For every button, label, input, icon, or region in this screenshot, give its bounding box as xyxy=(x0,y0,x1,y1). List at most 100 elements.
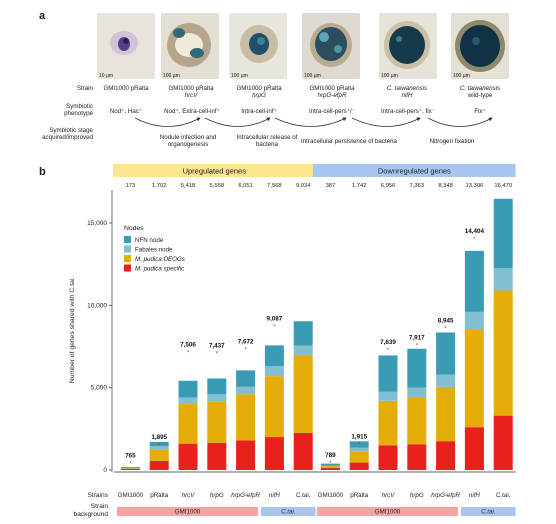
strain-background-label: GMI1000 xyxy=(375,509,401,516)
scale-bar-label: 100 µm xyxy=(381,73,398,79)
strain-name: GMI1000 pRalta hrpG-efpR xyxy=(309,85,355,99)
stage-label: Intracellular release of bacteria xyxy=(236,134,298,148)
x-tick-label: hrpG-efpR xyxy=(231,492,260,499)
strain-background-label: C.tai. xyxy=(481,509,495,516)
x-tick-label: GMI1000 xyxy=(118,492,144,499)
total-label: 173 xyxy=(126,183,136,189)
x-tick-label: GMI1000 xyxy=(318,492,344,499)
significance-asterisk: * xyxy=(329,461,332,467)
strain-name: GMI1000 pRalta hrpG xyxy=(236,85,282,99)
shared-value-label: 765 xyxy=(125,452,136,459)
x-tick-label: C.tai. xyxy=(296,492,311,499)
group-header-label: Upregulated genes xyxy=(183,167,247,176)
shared-value-label: 9,087 xyxy=(267,315,283,322)
legend-label: Fabales node xyxy=(135,247,173,254)
legend-swatch xyxy=(124,245,131,253)
bar-segment xyxy=(264,437,284,470)
stage-arrows xyxy=(134,117,493,127)
strain-name: C. taiwanensis nifH xyxy=(386,85,428,99)
scale-bar-label: 10 µm xyxy=(99,73,113,79)
legend-label: NFN node xyxy=(135,237,164,244)
panel-a-letter: a xyxy=(39,10,46,22)
x-tick-label: hrcV xyxy=(182,492,196,499)
bar-segment xyxy=(178,397,198,405)
y-tick-label: 10,000 xyxy=(87,302,107,309)
significance-asterisk: * xyxy=(473,237,476,243)
bar-segment xyxy=(493,415,513,470)
phenotype-label: Nod⁺, Extra-cell-inf⁺ xyxy=(164,108,220,115)
legend-label: M. pudica specific xyxy=(135,266,185,273)
bar-segment xyxy=(236,440,256,470)
bar-segment xyxy=(493,268,513,291)
micrograph-wild-type xyxy=(451,13,509,79)
bar-segment xyxy=(378,391,398,401)
significance-asterisk: * xyxy=(444,327,447,333)
bar-segment xyxy=(264,345,284,367)
bar-segment xyxy=(349,447,369,452)
total-label: 387 xyxy=(326,183,336,189)
phenotype-label: Fix⁺ xyxy=(474,108,486,115)
strain-background-label: GMI1000 xyxy=(175,509,201,516)
total-label: 9,034 xyxy=(296,183,311,189)
bar-segment xyxy=(293,432,313,470)
background-row-label: background xyxy=(74,511,109,518)
bar-segment xyxy=(436,374,456,387)
significance-asterisk: * xyxy=(244,348,247,354)
bar-segment xyxy=(149,449,169,461)
significance-asterisk: * xyxy=(387,348,390,354)
x-tick-label: hrpG xyxy=(210,492,224,499)
bar-segment xyxy=(293,345,313,356)
bar-segment xyxy=(436,441,456,470)
phenotype-label: Intra-cell-pers⁺/⁻ xyxy=(308,108,356,115)
shared-value-label: 7,917 xyxy=(409,335,425,342)
y-axis-label: Number of genes shared with C.tai. xyxy=(69,277,76,384)
bar-segment xyxy=(493,198,513,269)
stage-label: Nodule infection and organogenesis xyxy=(159,134,217,148)
shared-value-label: 7,639 xyxy=(380,339,396,346)
total-label: 16,470 xyxy=(494,183,512,189)
bar-segment xyxy=(207,401,227,443)
bar-segment xyxy=(407,348,427,388)
shared-value-label: 8,945 xyxy=(438,318,454,325)
strain-background-bar xyxy=(461,507,516,516)
x-tick-label: hrcV xyxy=(382,492,396,499)
micrograph-gmi1000-pralta xyxy=(97,13,155,79)
row-label-strain: Strain xyxy=(76,85,93,92)
bar-segment xyxy=(178,380,198,398)
row-label-phenotype: Symbiotic phenotype xyxy=(64,103,93,117)
bar-segment xyxy=(436,332,456,375)
bar-segment xyxy=(378,355,398,392)
group-header xyxy=(313,164,516,177)
total-label: 7,363 xyxy=(410,183,425,189)
shared-value-label: 14,404 xyxy=(465,228,485,235)
bar-segment xyxy=(464,250,484,312)
x-tick-label: nifH xyxy=(469,492,481,499)
bar-segment xyxy=(349,451,369,463)
micrograph-hrpg xyxy=(229,13,287,79)
total-label: 5,418 xyxy=(181,183,196,189)
strain-background-bar xyxy=(317,507,458,516)
y-tick-label: 15,000 xyxy=(87,220,107,227)
bar-segment xyxy=(378,400,398,446)
significance-asterisk: * xyxy=(129,461,132,467)
scale-bar-label: 100 µm xyxy=(304,73,321,79)
total-label: 1,702 xyxy=(152,183,167,189)
significance-asterisk: * xyxy=(416,344,419,350)
strain-name: C. taiwanensis wild-type xyxy=(459,85,501,99)
strain-background-bar xyxy=(117,507,258,516)
bar-segment xyxy=(349,462,369,470)
bar-segment xyxy=(493,290,513,416)
shared-value-label: 7,672 xyxy=(238,339,254,346)
bar-segment xyxy=(378,445,398,470)
strain-background-bar xyxy=(261,507,316,516)
strain-name: GMI1000 pRalta hrcV xyxy=(168,85,214,99)
total-label: 13,306 xyxy=(466,183,484,189)
shared-value-label: 7,506 xyxy=(180,341,196,348)
group-header-label: Downregulated genes xyxy=(378,167,451,176)
x-tick-label: pRalta xyxy=(350,492,368,499)
x-tick-label: nifH xyxy=(269,492,281,499)
bar-segment xyxy=(264,366,284,377)
bar-segment xyxy=(436,386,456,442)
shared-value-label: 7,437 xyxy=(209,343,225,350)
bar-segment xyxy=(407,444,427,470)
